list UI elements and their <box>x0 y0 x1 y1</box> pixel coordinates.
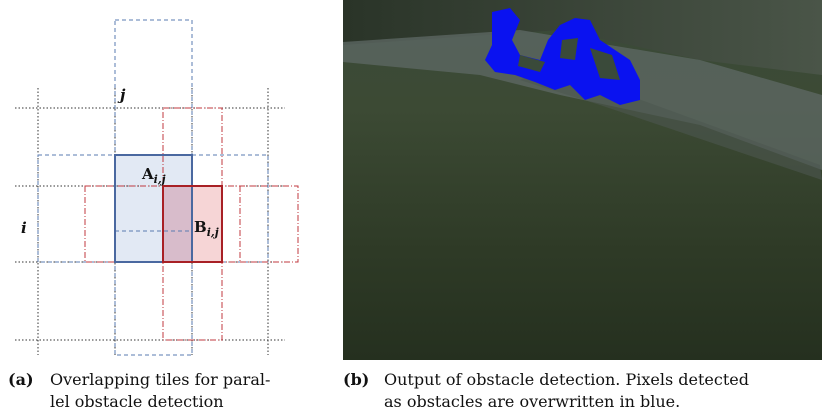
caption-line: lel obstacle detection <box>50 392 224 411</box>
tile-a-sub: i,j <box>154 173 166 186</box>
caption-line: Output of obstacle detection. Pixels det… <box>384 370 749 389</box>
caption-tag: (a) <box>8 370 34 389</box>
photo <box>343 0 822 360</box>
caption-line: Overlapping tiles for paral- <box>50 370 270 389</box>
row-label: i <box>21 219 27 237</box>
tile-b-sub: i,j <box>207 226 219 239</box>
overlap-fill <box>163 186 192 262</box>
tile-diagram: j i Ai,j Bi,j <box>15 20 298 355</box>
col-label: j <box>117 86 126 104</box>
caption-line: as obstacles are overwritten in blue. <box>384 392 680 411</box>
figure: j i Ai,j Bi,j (a) Overlapping tiles for … <box>0 0 836 420</box>
tile-b-main: B <box>194 218 207 236</box>
tile-a-main: A <box>141 165 154 183</box>
caption-tag: (b) <box>343 370 369 389</box>
